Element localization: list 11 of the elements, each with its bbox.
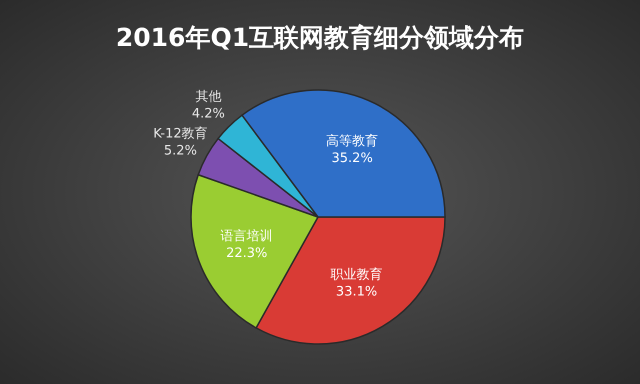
slice-label: 职业教育 xyxy=(330,266,383,283)
slice-label: K-12教育 xyxy=(153,125,208,142)
data-label: 5.2% xyxy=(164,143,197,158)
data-label: 33.1% xyxy=(336,284,378,300)
slice-label: 高等教育 xyxy=(326,132,378,149)
data-label: 35.2% xyxy=(332,150,373,166)
data-label: 22.3% xyxy=(226,246,268,261)
data-label: 4.2% xyxy=(192,106,225,122)
chart-title: 2016年Q1互联网教育细分领域分布 xyxy=(116,23,524,52)
slice-label: 语言培训 xyxy=(220,228,273,244)
slice-label: 其他 xyxy=(195,90,222,105)
